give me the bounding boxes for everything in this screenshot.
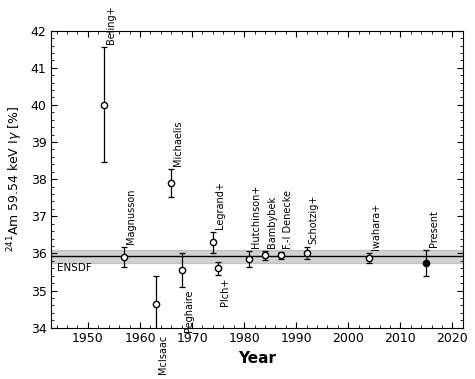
Text: F.-I Denecke: F.-I Denecke [283, 190, 293, 249]
Text: ENSDF: ENSDF [57, 263, 91, 273]
Text: Beling+: Beling+ [105, 6, 115, 44]
Text: Bambybek: Bambybek [267, 196, 277, 248]
Bar [51, 250, 463, 263]
Text: Iwahara+: Iwahara+ [371, 202, 381, 250]
Text: Legrand+: Legrand+ [215, 181, 225, 229]
Text: Magnusson: Magnusson [126, 188, 136, 244]
Text: Peghaire: Peghaire [184, 290, 194, 332]
Text: Hutchinson+: Hutchinson+ [251, 185, 261, 248]
Text: McIsaac: McIsaac [158, 334, 168, 374]
Text: Michaelis: Michaelis [173, 120, 183, 166]
Text: Plch+: Plch+ [220, 278, 230, 306]
Y-axis label: $^{241}$Am 59.54 keV I$\gamma$ [%]: $^{241}$Am 59.54 keV I$\gamma$ [%] [6, 106, 25, 252]
X-axis label: Year: Year [238, 351, 276, 366]
Text: Present: Present [428, 211, 438, 247]
Text: Schotzig+: Schotzig+ [309, 194, 319, 244]
